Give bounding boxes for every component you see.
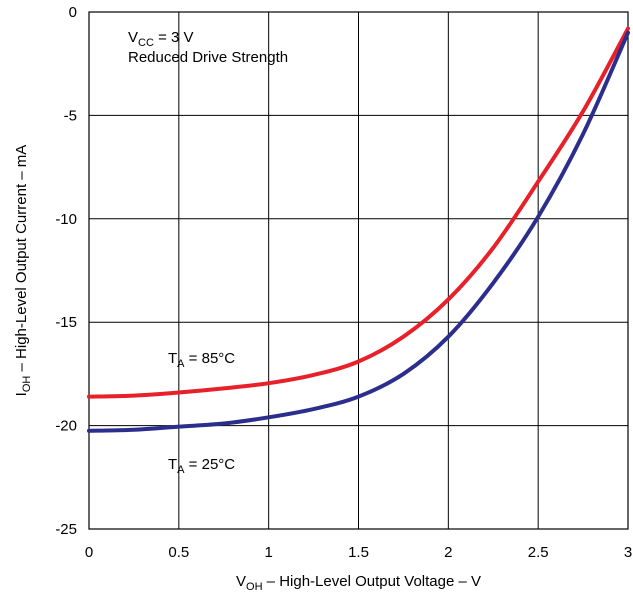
gridlines bbox=[88, 11, 629, 530]
y-axis-label: IOH – High-Level Output Current – mA bbox=[13, 145, 33, 397]
x-tick-label: 1.5 bbox=[348, 544, 369, 561]
y-tick-label: -15 bbox=[55, 314, 77, 331]
y-tick-label: -10 bbox=[55, 211, 77, 228]
y-tick-label: -20 bbox=[55, 418, 77, 435]
series-lines bbox=[87, 26, 630, 433]
x-tick-labels: 0 0.5 1 1.5 2 2.5 3 bbox=[85, 544, 632, 561]
y-tick-label: -5 bbox=[64, 107, 77, 124]
x-tick-label: 0.5 bbox=[168, 544, 189, 561]
x-tick-label: 2.5 bbox=[528, 544, 549, 561]
y-tick-label: -25 bbox=[55, 521, 77, 538]
x-tick-label: 2 bbox=[444, 544, 452, 561]
series-label-85c: TA = 85°C bbox=[168, 350, 235, 370]
condition-vcc: VCC = 3 V bbox=[128, 29, 194, 49]
condition-drive: Reduced Drive Strength bbox=[128, 49, 288, 66]
plot-frame bbox=[88, 11, 629, 530]
x-tick-label: 0 bbox=[85, 544, 93, 561]
series-label-25c: TA = 25°C bbox=[168, 456, 235, 476]
x-tick-label: 3 bbox=[624, 544, 632, 561]
x-axis-label: VOH – High-Level Output Voltage – V bbox=[236, 573, 481, 593]
y-tick-labels: 0 -5 -10 -15 -20 -25 bbox=[55, 4, 77, 538]
series-line-25c bbox=[87, 30, 630, 433]
y-tick-label: 0 bbox=[69, 4, 77, 21]
series-line-85c bbox=[87, 26, 630, 399]
x-tick-label: 1 bbox=[264, 544, 272, 561]
